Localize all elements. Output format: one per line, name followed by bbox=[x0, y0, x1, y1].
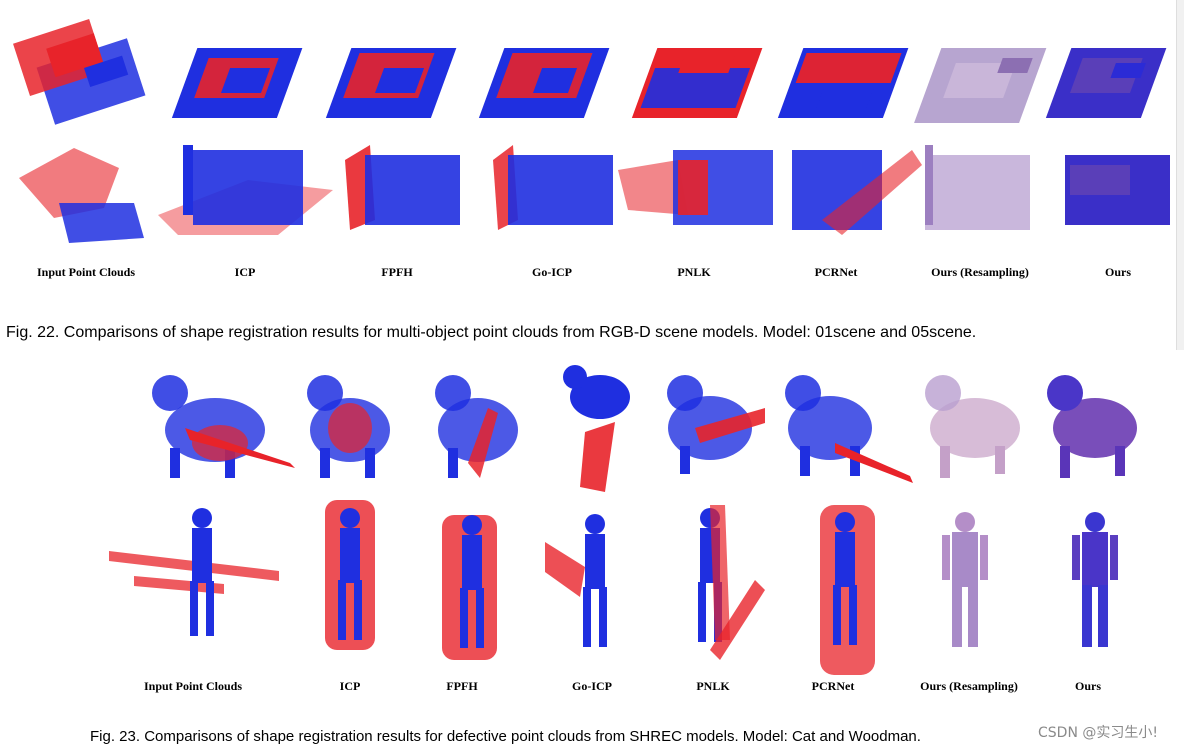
fig22-row1-icp bbox=[171, 48, 303, 118]
fig23-row1-pnlk bbox=[667, 375, 765, 474]
fig22-label-input: Input Point Clouds bbox=[36, 265, 136, 279]
fig22-label-ours: Ours bbox=[1104, 265, 1131, 279]
fig22-label-goicp: Go-ICP bbox=[532, 265, 572, 279]
fig22-row1-pcrnet bbox=[777, 48, 909, 118]
fig23-row1-fpfh bbox=[435, 375, 518, 478]
fig23-label-pcrnet: PCRNet bbox=[811, 679, 855, 693]
fig23-label-icp: ICP bbox=[339, 679, 361, 693]
fig22-row2-ours bbox=[1065, 155, 1170, 225]
fig23-label-goicp: Go-ICP bbox=[572, 679, 612, 693]
fig22-row2-ours-resampling bbox=[925, 145, 1030, 230]
fig22-caption: Fig. 22. Comparisons of shape registrati… bbox=[6, 324, 977, 341]
fig22-row1-ours bbox=[1045, 48, 1167, 118]
fig22-row2-pnlk bbox=[618, 150, 773, 225]
fig23-row1-input bbox=[152, 375, 295, 478]
fig23-label-fpfh: FPFH bbox=[446, 679, 478, 693]
fig23-row2-input bbox=[109, 508, 279, 636]
fig23-row2-icp bbox=[325, 500, 375, 650]
page-edge-divider bbox=[1176, 0, 1184, 350]
csdn-watermark: CSDN @实习生小! bbox=[1038, 725, 1158, 741]
figure-23: Input Point Clouds ICP FPFH Go-ICP PNLK … bbox=[0, 350, 1184, 750]
fig23-row1-icp bbox=[307, 375, 390, 478]
fig22-row1-fpfh bbox=[325, 48, 457, 118]
fig23-row2-ours-resampling bbox=[942, 512, 988, 647]
fig22-row2-fpfh bbox=[345, 145, 460, 230]
fig23-row1-pcrnet bbox=[785, 375, 913, 483]
fig22-row2-goicp bbox=[493, 145, 613, 230]
fig22-label-pcrnet: PCRNet bbox=[814, 265, 858, 279]
fig22-label-icp: ICP bbox=[234, 265, 256, 279]
fig23-label-input: Input Point Clouds bbox=[143, 679, 243, 693]
fig23-row2-pnlk bbox=[698, 505, 765, 660]
fig22-row2-pcrnet bbox=[792, 150, 922, 235]
fig22-label-fpfh: FPFH bbox=[381, 265, 413, 279]
fig23-row1-ours bbox=[1047, 375, 1137, 478]
fig23-label-ours: Ours bbox=[1074, 679, 1101, 693]
fig23-label-pnlk: PNLK bbox=[696, 679, 730, 693]
fig22-row1-goicp bbox=[478, 48, 610, 118]
fig23-caption: Fig. 23. Comparisons of shape registrati… bbox=[90, 728, 921, 745]
fig23-label-ours-resampling: Ours (Resampling) bbox=[920, 679, 1018, 693]
fig22-row2-icp bbox=[158, 145, 333, 235]
fig23-row2-pcrnet bbox=[820, 505, 875, 675]
fig22-row1-ours-resampling bbox=[914, 48, 1047, 123]
fig22-label-pnlk: PNLK bbox=[677, 265, 711, 279]
fig22-row1-input bbox=[13, 19, 146, 125]
fig23-row2-ours bbox=[1072, 512, 1118, 647]
fig23-row2-goicp bbox=[545, 514, 607, 647]
fig23-row2-fpfh bbox=[442, 515, 497, 660]
fig22-label-ours-resampling: Ours (Resampling) bbox=[931, 265, 1029, 279]
fig23-row1-ours-resampling bbox=[925, 375, 1020, 478]
fig22-row1-pnlk bbox=[631, 48, 763, 118]
figure-22: Input Point Clouds ICP FPFH Go-ICP PNLK … bbox=[0, 0, 1184, 350]
fig23-row1-goicp bbox=[563, 365, 630, 492]
fig22-row2-input bbox=[19, 148, 144, 243]
